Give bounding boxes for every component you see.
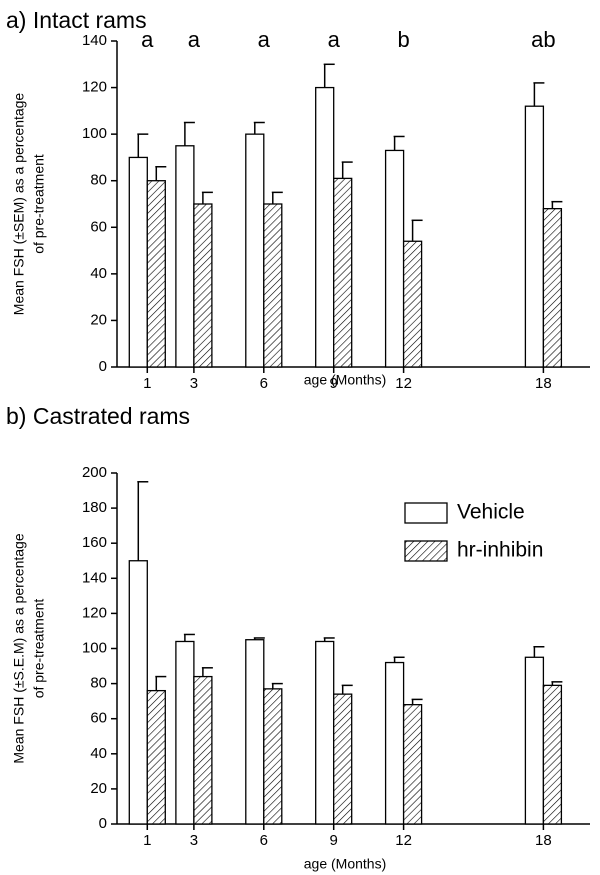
x-tick-label: 3: [190, 832, 198, 849]
y-axis-label: Mean FSH (±SEM) as a percentage: [11, 93, 27, 316]
error-bar: [137, 481, 149, 561]
legend-swatch: [404, 540, 448, 562]
bar: [245, 639, 265, 825]
error-bar: [137, 133, 149, 158]
bar: [524, 656, 545, 825]
x-tick-label: 12: [395, 375, 412, 392]
bar: [175, 145, 195, 368]
bar: [146, 689, 166, 825]
y-tick-label: 20: [90, 311, 107, 328]
legend-label: Vehicle: [457, 501, 525, 524]
bar: [402, 704, 423, 825]
bar: [384, 661, 405, 825]
error-bar: [271, 191, 283, 204]
bar: [245, 133, 265, 368]
bar: [146, 180, 166, 368]
error-bar: [393, 656, 405, 663]
y-tick-label: 120: [82, 79, 107, 96]
error-bar: [201, 667, 213, 677]
y-tick-label: 40: [90, 745, 107, 762]
bar: [542, 684, 563, 825]
x-tick-label: 1: [143, 832, 151, 849]
error-bar: [271, 682, 283, 689]
legend-label: hr-inhibin: [457, 539, 543, 562]
annotation: a: [188, 27, 201, 52]
bar: [128, 560, 148, 825]
error-bar: [183, 121, 195, 146]
error-bar: [183, 633, 195, 642]
x-tick-label: 6: [260, 832, 268, 849]
y-tick-label: 20: [90, 780, 107, 797]
panel-title: b) Castrated rams: [6, 403, 190, 429]
bar: [315, 640, 335, 825]
x-tick-label: 18: [535, 832, 552, 849]
x-tick-label: 9: [330, 832, 338, 849]
bar: [315, 86, 335, 368]
annotation: a: [258, 27, 271, 52]
error-bar: [411, 219, 423, 242]
error-bar: [201, 191, 213, 204]
annotation: a: [141, 27, 154, 52]
annotation: b: [397, 27, 409, 52]
bar: [333, 177, 353, 368]
y-tick-label: 0: [99, 358, 107, 375]
x-tick-label: 6: [260, 375, 268, 392]
annotation: a: [328, 27, 341, 52]
y-tick-label: 200: [82, 464, 107, 481]
x-tick-label: 3: [190, 375, 198, 392]
bar: [384, 149, 405, 368]
y-tick-label: 40: [90, 265, 107, 282]
error-bar: [253, 637, 265, 640]
y-tick-label: 100: [82, 125, 107, 142]
bar: [263, 688, 283, 825]
bar: [524, 105, 545, 368]
y-tick-label: 80: [90, 675, 107, 692]
y-tick-label: 80: [90, 172, 107, 189]
error-bar: [253, 121, 265, 135]
bar: [193, 675, 213, 825]
panel-title: a) Intact rams: [6, 7, 147, 33]
x-axis-label: age (Months): [304, 856, 386, 872]
y-tick-label: 60: [90, 710, 107, 727]
bar: [193, 203, 213, 368]
y-axis-label: of pre-treatment: [31, 599, 47, 699]
bar: [128, 156, 148, 368]
annotation: ab: [531, 27, 555, 52]
bar: [542, 208, 563, 368]
y-axis-label: of pre-treatment: [31, 154, 47, 254]
bar: [333, 693, 353, 825]
y-tick-label: 0: [99, 815, 107, 832]
x-tick-label: 18: [535, 375, 552, 392]
x-tick-label: 1: [143, 375, 151, 392]
x-tick-label: 9: [330, 375, 338, 392]
bar: [402, 240, 423, 368]
bar: [263, 203, 283, 368]
error-bar: [155, 675, 167, 691]
error-bar: [341, 684, 353, 695]
error-bar: [155, 165, 167, 181]
y-tick-label: 140: [82, 32, 107, 49]
error-bar: [411, 698, 423, 705]
legend-swatch: [404, 502, 448, 524]
y-tick-label: 180: [82, 499, 107, 516]
y-tick-label: 140: [82, 569, 107, 586]
error-bar: [341, 161, 353, 179]
y-tick-label: 160: [82, 534, 107, 551]
y-tick-label: 100: [82, 639, 107, 656]
error-bar: [551, 200, 563, 209]
x-axis-label: age (Months): [304, 372, 386, 388]
error-bar: [533, 645, 545, 658]
y-axis-label: Mean FSH (±S.E.M) as a percentage: [11, 533, 27, 763]
error-bar: [551, 681, 563, 686]
error-bar: [533, 82, 545, 107]
bar: [175, 640, 195, 825]
y-tick-label: 60: [90, 218, 107, 235]
x-tick-label: 12: [395, 832, 412, 849]
error-bar: [323, 63, 335, 88]
error-bar: [323, 637, 335, 642]
error-bar: [393, 135, 405, 151]
y-tick-label: 120: [82, 604, 107, 621]
